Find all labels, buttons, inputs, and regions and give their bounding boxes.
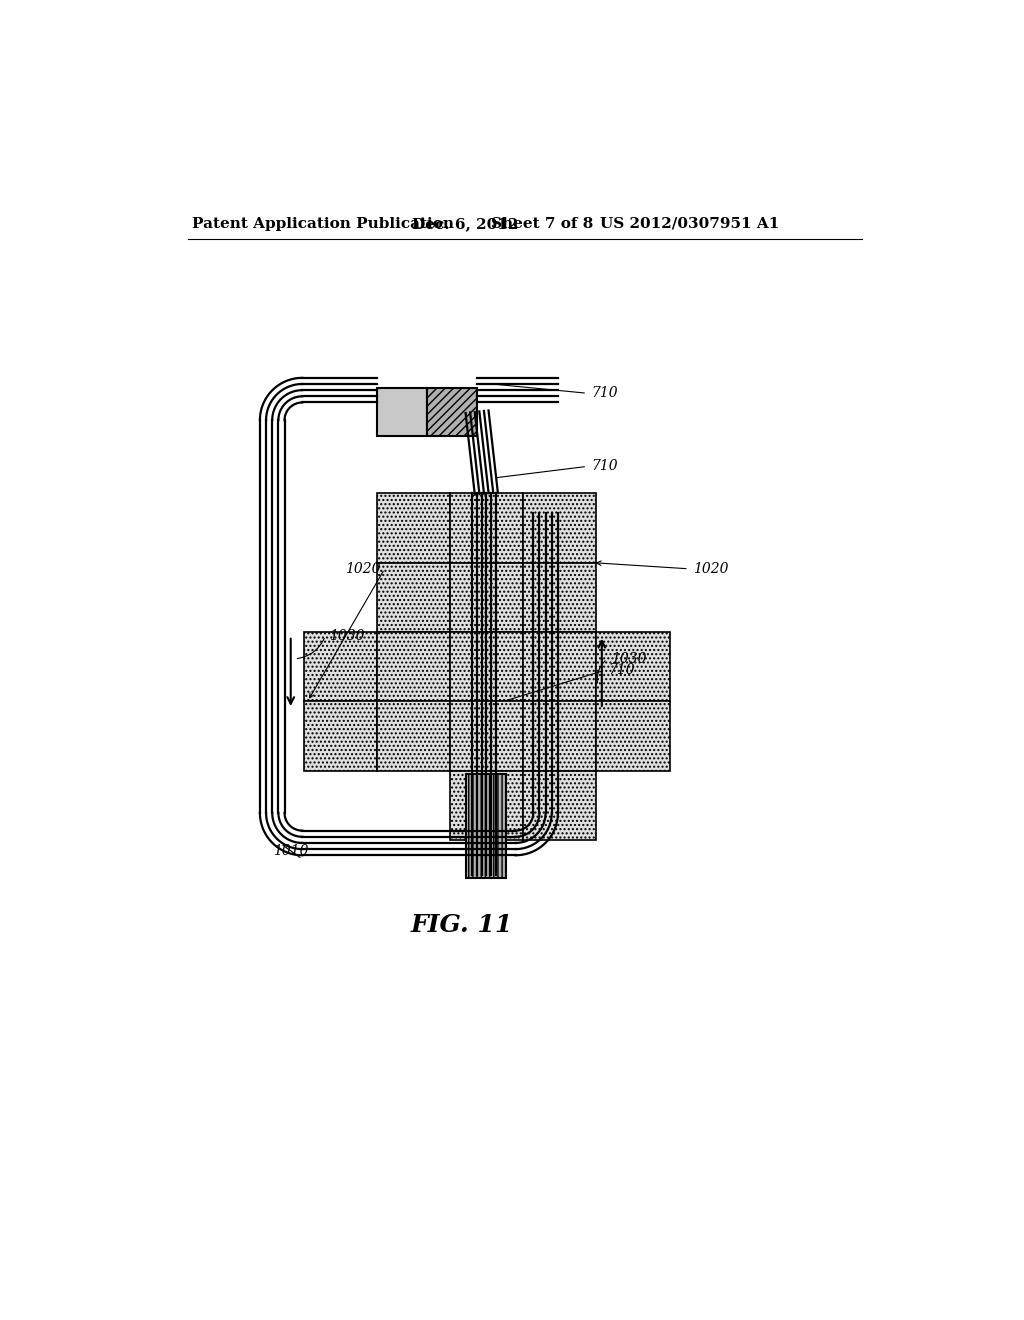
Text: Dec. 6, 2012: Dec. 6, 2012 [412,216,518,231]
Text: Patent Application Publication: Patent Application Publication [193,216,455,231]
Bar [523,632,596,701]
Bar [523,494,596,562]
Bar [596,701,670,771]
Bar [451,562,523,632]
Text: 710: 710 [608,664,635,677]
Text: 1030: 1030 [611,652,646,665]
Bar [451,632,523,701]
Text: US 2012/0307951 A1: US 2012/0307951 A1 [600,216,779,231]
Text: FIG. 11: FIG. 11 [411,912,513,937]
Bar [377,562,451,632]
Bar [377,388,427,436]
Bar [451,701,523,771]
Bar [466,775,506,878]
Text: 1020: 1020 [692,562,728,576]
Text: Sheet 7 of 8: Sheet 7 of 8 [490,216,593,231]
Text: 1010: 1010 [273,845,308,858]
Text: 710: 710 [591,387,617,400]
Bar [377,494,451,562]
Bar [304,701,377,771]
Bar [523,562,596,632]
Bar [304,632,377,701]
Text: 1020: 1020 [345,562,381,576]
Bar [377,701,451,771]
Text: 710: 710 [591,459,617,474]
Bar [596,632,670,701]
Bar [427,388,477,436]
Bar [451,771,523,840]
Bar [451,494,523,562]
Bar [377,632,451,701]
Bar [523,771,596,840]
Bar [523,701,596,771]
Text: 1030: 1030 [330,628,365,643]
